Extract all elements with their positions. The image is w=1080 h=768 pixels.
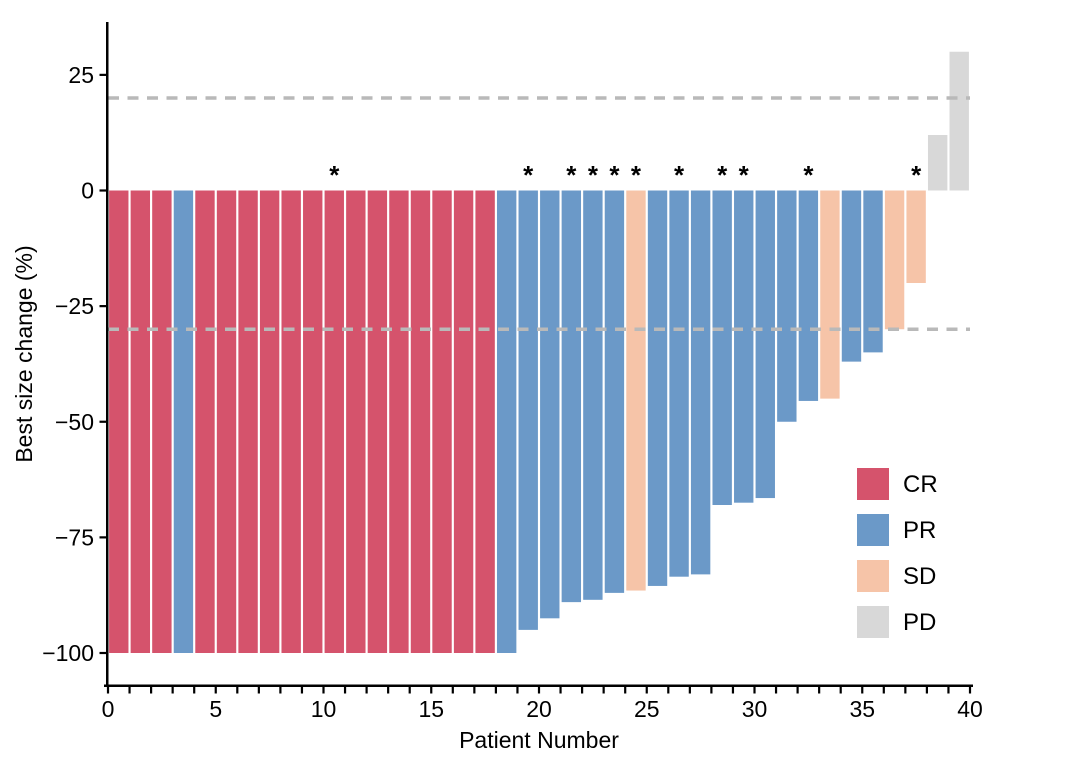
- asterisk-patient-23: *: [588, 160, 599, 190]
- x-tick-label-35: 35: [849, 696, 875, 722]
- bar-patient-4: [173, 190, 194, 653]
- x-tick-label-20: 20: [526, 696, 552, 722]
- bar-patient-7: [238, 190, 258, 653]
- x-tick-label-15: 15: [418, 696, 444, 722]
- asterisk-patient-22: *: [566, 160, 577, 190]
- bar-patient-15: [410, 190, 431, 653]
- bar-patient-27: [669, 190, 689, 577]
- legend-swatch-PR: [857, 514, 889, 546]
- y-axis-ticks: 25 0 −25 −50 −75 −100: [42, 62, 106, 666]
- asterisk-patient-11: *: [329, 160, 340, 190]
- axes-group: 0 5 10 15 20 25 30 35 40 25 0 −25 −50 −75 −100: [42, 22, 983, 722]
- y-tick-label-0: 0: [81, 178, 94, 204]
- asterisk-patient-38: *: [911, 160, 922, 190]
- asterisk-patient-25: *: [631, 160, 642, 190]
- y-axis-title: Best size change (%): [11, 245, 37, 462]
- legend-label-PD: PD: [903, 609, 936, 636]
- bar-patient-23: [583, 190, 603, 600]
- asterisk-patient-33: *: [803, 160, 814, 190]
- x-tick-label-5: 5: [209, 696, 222, 722]
- bar-patient-12: [346, 190, 366, 653]
- bar-patient-31: [755, 190, 775, 499]
- legend-label-PR: PR: [903, 517, 936, 544]
- legend-swatch-CR: [857, 468, 889, 500]
- bar-patient-33: [798, 190, 819, 401]
- legend-swatch-SD: [857, 560, 889, 592]
- bar-patient-16: [432, 190, 452, 653]
- legend-label-CR: CR: [903, 471, 938, 498]
- asterisk-markers-group: * * * * * * * * * * *: [329, 160, 922, 190]
- bar-patient-17: [453, 190, 474, 653]
- x-axis-title: Patient Number: [459, 727, 619, 753]
- y-tick-label--50: −50: [55, 409, 94, 435]
- bar-patient-6: [216, 190, 237, 653]
- asterisk-patient-27: *: [674, 160, 685, 190]
- bar-patient-8: [259, 190, 280, 653]
- y-tick-label-25: 25: [68, 62, 94, 88]
- bar-patient-38: [906, 190, 926, 283]
- bar-patient-18: [475, 190, 495, 653]
- reference-lines-group: [108, 96, 970, 331]
- y-tick-label--75: −75: [55, 524, 94, 550]
- legend: CR PR SD PD: [857, 468, 938, 638]
- y-tick-label--25: −25: [55, 293, 94, 319]
- bar-patient-25: [626, 190, 646, 591]
- bar-patient-20: [518, 190, 538, 630]
- bar-patient-36: [863, 190, 883, 353]
- asterisk-patient-20: *: [523, 160, 534, 190]
- bar-patient-22: [561, 190, 582, 603]
- legend-swatch-PD: [857, 606, 889, 638]
- bar-patient-24: [604, 190, 625, 593]
- x-tick-label-0: 0: [102, 696, 115, 722]
- bar-patient-37: [884, 190, 905, 330]
- bars-group: [109, 51, 969, 653]
- x-axis-ticks: 0 5 10 15 20 25 30 35 40: [102, 687, 983, 722]
- bar-patient-26: [647, 190, 668, 586]
- asterisk-patient-29: *: [717, 160, 728, 190]
- bar-patient-10: [303, 190, 323, 653]
- x-axis-spine: [104, 684, 973, 687]
- bar-patient-21: [540, 190, 560, 619]
- bar-patient-3: [152, 190, 172, 653]
- x-tick-label-40: 40: [957, 696, 983, 722]
- asterisk-patient-30: *: [739, 160, 750, 190]
- bar-patient-14: [389, 190, 409, 653]
- legend-label-SD: SD: [903, 563, 936, 590]
- bar-patient-13: [367, 190, 388, 653]
- bar-patient-34: [820, 190, 840, 399]
- bar-patient-32: [777, 190, 797, 422]
- bar-patient-35: [841, 190, 862, 362]
- x-tick-label-25: 25: [634, 696, 660, 722]
- x-tick-label-10: 10: [311, 696, 337, 722]
- bar-patient-2: [130, 190, 151, 653]
- y-axis-spine: [106, 22, 109, 687]
- y-tick-label--100: −100: [42, 640, 94, 666]
- bar-patient-1: [109, 190, 129, 653]
- bar-patient-40: [949, 51, 969, 191]
- bar-patient-39: [927, 135, 948, 191]
- bar-patient-29: [712, 190, 732, 505]
- asterisk-patient-24: *: [609, 160, 620, 190]
- bar-patient-11: [324, 190, 344, 653]
- x-tick-label-30: 30: [742, 696, 768, 722]
- bar-patient-19: [496, 190, 517, 653]
- bar-patient-9: [281, 190, 301, 653]
- bar-patient-30: [734, 190, 754, 503]
- bar-patient-5: [195, 190, 215, 653]
- bar-patient-28: [690, 190, 711, 575]
